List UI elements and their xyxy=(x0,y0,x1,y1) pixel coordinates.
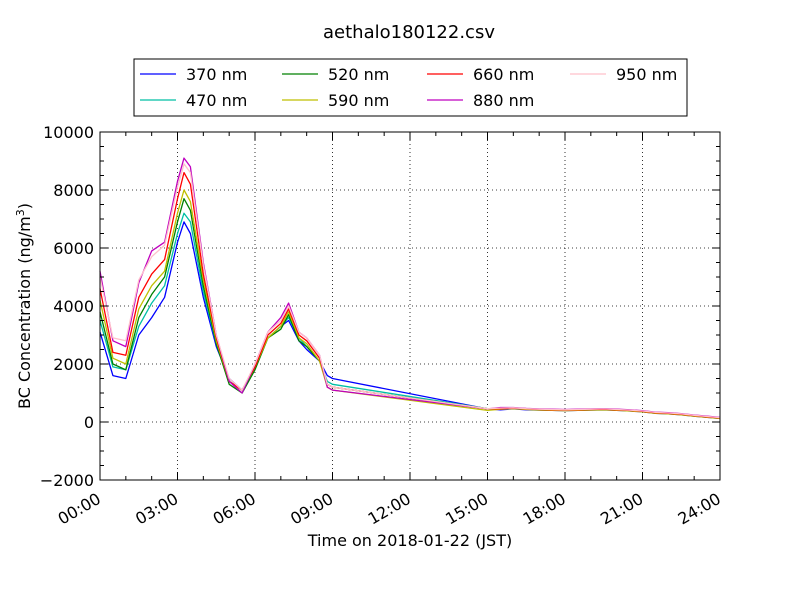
x-tick-label: 21:00 xyxy=(597,489,646,529)
axis-ticks xyxy=(99,131,721,481)
y-axis-label-superscript: 3 xyxy=(14,209,27,216)
y-tick-label: 2000 xyxy=(53,355,94,374)
y-tick-label: 0 xyxy=(84,413,94,432)
y-tick-label: −2000 xyxy=(40,471,94,490)
x-tick-label: 00:00 xyxy=(55,489,104,529)
legend-label: 950 nm xyxy=(616,65,677,84)
y-tick-label: 6000 xyxy=(53,239,94,258)
x-tick-label: 12:00 xyxy=(365,489,414,529)
y-axis-label-close: ) xyxy=(15,203,34,209)
series-line-5 xyxy=(99,171,721,419)
gridlines xyxy=(100,132,720,480)
y-axis-label-main: BC Concentration (ng/m xyxy=(15,216,34,409)
legend-label: 520 nm xyxy=(328,65,389,84)
chart-title: aethalo180122.csv xyxy=(323,22,495,43)
x-tick-label: 24:00 xyxy=(675,489,724,529)
y-tick-labels: −2000 0 2000 4000 6000 8000 10000 xyxy=(40,123,94,490)
x-axis-label: Time on 2018-01-22 (JST) xyxy=(307,531,512,550)
y-tick-label: 4000 xyxy=(53,297,94,316)
legend-label: 470 nm xyxy=(186,91,247,110)
series-lines xyxy=(99,157,721,420)
legend-frame xyxy=(133,58,688,117)
x-tick-label: 18:00 xyxy=(520,489,569,529)
x-tick-label: 09:00 xyxy=(287,489,336,529)
legend-label: 590 nm xyxy=(328,91,389,110)
y-tick-label: 8000 xyxy=(53,181,94,200)
legend: 370 nm 470 nm 520 nm 590 nm 660 nm 880 nm 950 … xyxy=(133,58,688,117)
y-axis-label: BC Concentration (ng/m3) xyxy=(14,203,35,409)
x-tick-label: 03:00 xyxy=(132,489,181,529)
series-line-7 xyxy=(99,163,721,419)
legend-label: 660 nm xyxy=(473,65,534,84)
x-tick-label: 06:00 xyxy=(210,489,259,529)
x-tick-label: 15:00 xyxy=(442,489,491,529)
legend-label: 370 nm xyxy=(186,65,247,84)
x-tick-labels: 00:00 03:00 06:00 09:00 12:00 15:00 18:00 21:00… xyxy=(55,489,724,529)
y-tick-label: 10000 xyxy=(43,123,94,142)
legend-label: 880 nm xyxy=(473,91,534,110)
